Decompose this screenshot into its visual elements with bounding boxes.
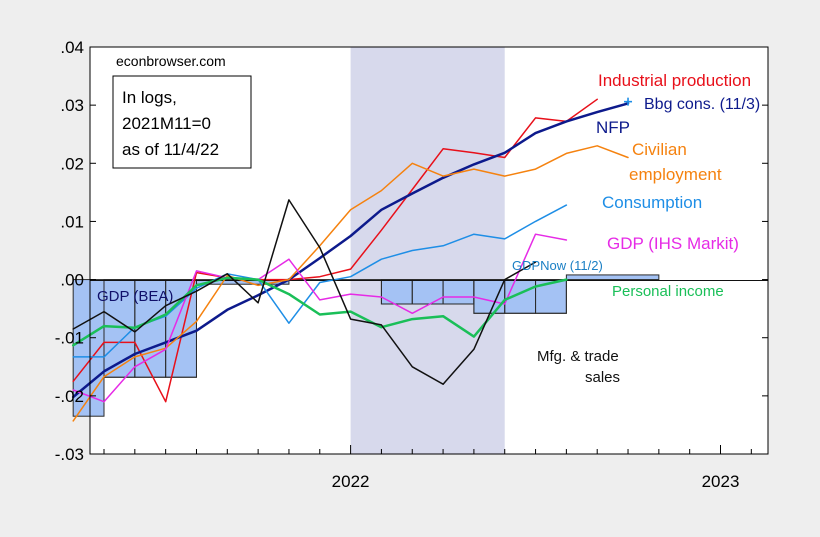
y-tick-label: .01 <box>60 212 84 231</box>
marker-layer <box>624 97 633 106</box>
x-tick-label: 2022 <box>332 472 370 491</box>
note-line-3: as of 11/4/22 <box>122 140 219 159</box>
recession-shade <box>350 47 505 454</box>
label-industrial-production: Industrial production <box>598 71 751 90</box>
series-line-mfg-trade-sales <box>72 199 537 385</box>
marker-bbg-cons-11-3 <box>624 97 633 106</box>
label-civilian: Civilian <box>632 140 687 159</box>
note-box-frame <box>112 75 252 169</box>
series-layer <box>71 98 630 422</box>
label-consumption: Consumption <box>602 193 702 212</box>
label-bbg-consensus: Bbg cons. (11/3) <box>644 96 760 113</box>
label-gdp-ihs-markit: GDP (IHS Markit) <box>607 234 739 253</box>
label-gdpnow: GDPNow (11/2) <box>512 258 603 273</box>
x-tick-label: 2023 <box>702 472 740 491</box>
y-tick-label: .00 <box>60 271 84 290</box>
label-gdp-bea: GDP (BEA) <box>97 288 173 305</box>
note-line-2: 2021M11=0 <box>122 114 211 133</box>
label-employment: employment <box>629 165 722 184</box>
y-tick-label: .03 <box>60 96 84 115</box>
axis-layer: .04 .03 .02 .01 .00 -.01 -.02 -.03 2022 2023 <box>55 38 768 491</box>
y-tick-label: -.02 <box>55 387 84 406</box>
bar-gdp-ihs-markit-2 <box>165 279 197 378</box>
watermark: econbrowser.com <box>116 53 226 69</box>
bar-gdp-ihs-markit-8 <box>535 279 567 314</box>
note-box: In logs, 2021M11=0 as of 11/4/22 <box>112 75 252 169</box>
series-line-nfp <box>71 102 630 399</box>
bar-gdp-bea-5 <box>473 279 567 314</box>
y-tick-label: .04 <box>60 38 84 57</box>
label-sales: sales <box>585 369 620 386</box>
series-labels: Industrial production Bbg cons. (11/3) N… <box>97 71 760 386</box>
label-nfp: NFP <box>596 118 630 137</box>
label-personal-income: Personal income <box>612 283 724 300</box>
bar-gdpnow-11-2-0 <box>565 274 660 281</box>
note-line-1: In logs, <box>122 88 177 107</box>
recession-shade-layer <box>350 47 505 454</box>
bar-gdp-bea-4 <box>380 279 475 305</box>
y-tick-label: -.03 <box>55 445 84 464</box>
label-mfg-trade: Mfg. & trade <box>537 348 619 365</box>
plot-frame <box>89 46 769 455</box>
y-tick-label: .02 <box>60 154 84 173</box>
series-line-gdp-ihs-markit <box>72 233 568 403</box>
y-tick-label: -.01 <box>55 329 84 348</box>
